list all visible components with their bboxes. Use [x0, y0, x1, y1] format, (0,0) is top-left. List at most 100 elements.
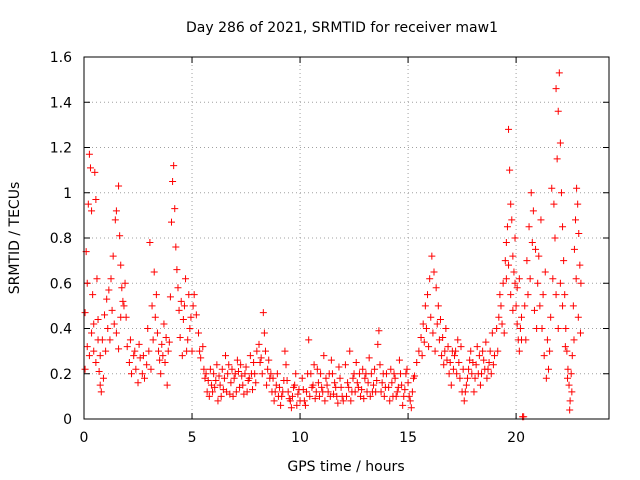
data-point — [312, 388, 320, 396]
data-point — [479, 347, 487, 355]
data-point — [146, 239, 154, 247]
data-point — [572, 216, 580, 224]
data-point — [499, 279, 507, 287]
data-point — [497, 302, 505, 310]
data-point — [182, 275, 190, 283]
data-point — [445, 370, 453, 378]
data-point — [533, 325, 541, 332]
data-point — [138, 370, 146, 378]
data-point — [449, 365, 457, 373]
data-point — [454, 336, 462, 344]
data-point — [94, 315, 102, 323]
data-point — [112, 329, 120, 337]
data-point — [311, 395, 319, 403]
data-point — [483, 374, 491, 382]
data-point — [473, 343, 481, 351]
data-point — [565, 381, 573, 389]
data-point — [213, 361, 221, 369]
y-tick-label: 1.6 — [50, 50, 72, 66]
data-point — [550, 200, 558, 208]
data-point — [554, 325, 562, 332]
data-point — [165, 338, 173, 346]
data-point — [187, 313, 195, 321]
data-point — [189, 302, 197, 310]
data-point — [509, 306, 517, 314]
data-point — [95, 367, 103, 375]
data-point — [139, 352, 147, 360]
x-tick-label: 5 — [188, 430, 197, 446]
data-point — [84, 200, 92, 208]
data-point — [574, 200, 582, 208]
data-point — [392, 392, 400, 400]
data-point — [135, 340, 143, 348]
data-point — [150, 268, 158, 276]
data-point — [518, 313, 525, 321]
data-point — [237, 361, 245, 369]
data-point — [131, 347, 139, 355]
data-point — [83, 343, 91, 351]
data-point — [232, 388, 240, 396]
data-point — [125, 358, 133, 366]
data-point — [322, 374, 330, 382]
data-point — [293, 401, 301, 409]
data-point — [220, 374, 228, 382]
data-point — [130, 352, 138, 360]
data-point — [528, 239, 536, 247]
data-point — [287, 404, 295, 412]
data-point — [501, 257, 509, 265]
data-point — [360, 395, 368, 403]
data-point — [162, 334, 170, 342]
data-point — [572, 275, 580, 283]
y-tick-label: 0.4 — [50, 322, 72, 338]
data-point — [487, 370, 495, 378]
data-point — [344, 379, 352, 387]
data-point — [564, 374, 572, 382]
data-point — [335, 363, 343, 371]
data-point — [217, 392, 225, 400]
data-point — [277, 401, 285, 409]
data-point — [440, 361, 448, 369]
data-point — [115, 182, 123, 190]
data-point — [273, 370, 281, 378]
data-point — [305, 336, 313, 344]
data-point — [530, 306, 538, 314]
data-point — [428, 252, 436, 260]
data-points — [81, 69, 585, 421]
data-point — [432, 284, 440, 292]
data-point — [537, 216, 545, 224]
data-point — [195, 329, 203, 337]
data-point — [228, 365, 236, 373]
data-point — [186, 325, 194, 332]
data-point — [183, 347, 191, 355]
data-point — [257, 354, 265, 362]
data-point — [145, 347, 153, 355]
data-point — [505, 125, 513, 133]
y-tick-label: 0 — [63, 412, 72, 428]
data-point — [173, 266, 181, 274]
data-point — [310, 361, 318, 369]
data-point — [447, 381, 455, 389]
data-point — [123, 343, 131, 351]
data-point — [190, 291, 198, 299]
data-point — [425, 343, 433, 351]
data-point — [554, 107, 562, 115]
data-point — [323, 381, 331, 389]
data-point — [199, 343, 207, 351]
data-point — [216, 381, 224, 389]
data-point — [405, 392, 413, 400]
data-point — [409, 374, 417, 382]
data-point — [430, 268, 438, 276]
data-point — [358, 386, 366, 394]
data-point — [470, 388, 478, 396]
data-point — [563, 347, 571, 355]
y-tick-label: 0.2 — [50, 367, 72, 383]
data-point — [451, 352, 459, 360]
data-point — [509, 252, 517, 260]
data-point — [567, 370, 575, 378]
data-point — [461, 388, 469, 396]
data-point — [264, 365, 272, 373]
data-point — [495, 313, 503, 321]
data-point — [526, 275, 534, 283]
x-tick-label: 0 — [80, 430, 89, 446]
